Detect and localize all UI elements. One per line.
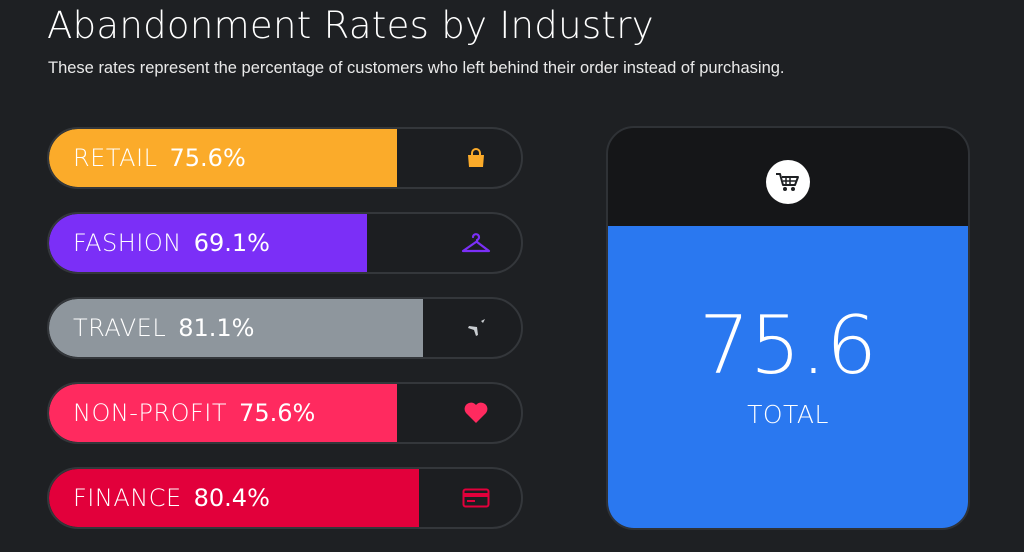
chart-title: Abandonment Rates by Industry	[47, 4, 654, 47]
total-card: 75.6 TOTAL	[606, 126, 970, 530]
bar-value-label: 81.1%	[178, 314, 255, 342]
credit-card-icon	[461, 469, 491, 527]
bar-value-label: 69.1%	[193, 229, 270, 257]
bar-retail	[49, 129, 397, 187]
bar-chart: RETAIL 75.6% FASHION 69.1% TRAVEL 81.1% NON-PR…	[47, 127, 525, 552]
bar-non-profit	[49, 384, 397, 442]
total-value: 75.6	[698, 299, 878, 392]
hanger-icon	[461, 214, 491, 272]
bar-value-label: 75.6%	[169, 144, 246, 172]
bar-text: FINANCE 80.4%	[73, 469, 270, 527]
bar-row-travel: TRAVEL 81.1%	[47, 297, 523, 359]
bar-category-label: FINANCE	[73, 484, 182, 512]
heart-icon	[461, 384, 491, 442]
bar-fashion	[49, 214, 367, 272]
bar-category-label: TRAVEL	[73, 314, 167, 342]
bar-category-label: FASHION	[73, 229, 182, 257]
shopping-bag-icon	[461, 129, 491, 187]
airplane-icon	[461, 299, 491, 357]
bar-text: FASHION 69.1%	[73, 214, 270, 272]
bar-value-label: 80.4%	[193, 484, 270, 512]
bar-text: RETAIL 75.6%	[73, 129, 246, 187]
total-label: TOTAL	[747, 400, 829, 429]
bar-row-fashion: FASHION 69.1%	[47, 212, 523, 274]
total-fill	[608, 226, 968, 528]
bar-row-finance: FINANCE 80.4%	[47, 467, 523, 529]
bar-value-label: 75.6%	[239, 399, 316, 427]
bar-row-retail: RETAIL 75.6%	[47, 127, 523, 189]
bar-finance	[49, 469, 419, 527]
bar-text: TRAVEL 81.1%	[73, 299, 254, 357]
shopping-cart-icon	[766, 160, 810, 204]
bar-travel	[49, 299, 423, 357]
bar-text: NON-PROFIT 75.6%	[73, 384, 315, 442]
bar-row-non-profit: NON-PROFIT 75.6%	[47, 382, 523, 444]
bar-category-label: RETAIL	[73, 144, 158, 172]
chart-subtitle: These rates represent the percentage of …	[48, 59, 785, 77]
bar-category-label: NON-PROFIT	[73, 399, 228, 427]
